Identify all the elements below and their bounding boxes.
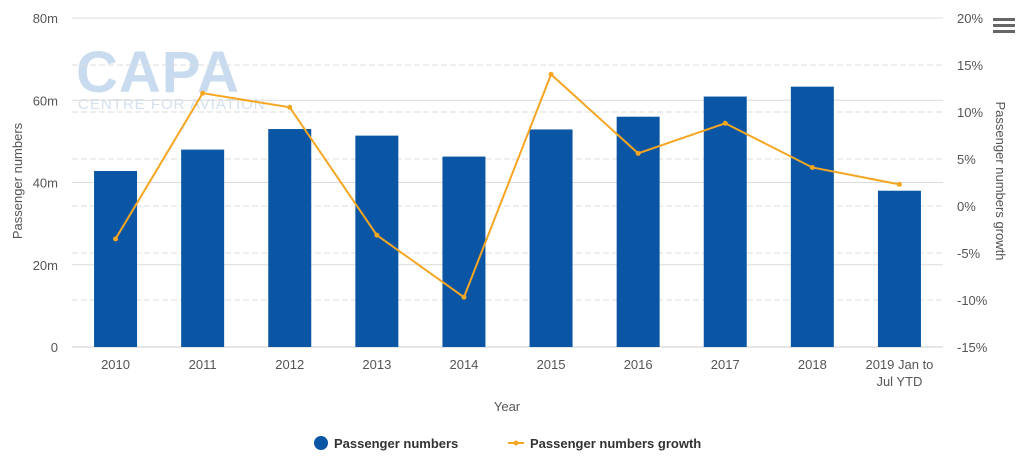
x-tick-label: 2016 [624, 357, 653, 372]
right-axis: -15% -10% -5% 0% 5% 10% 15% 20% [957, 11, 988, 355]
hamburger-menu-icon[interactable] [993, 18, 1015, 38]
left-axis: 0 20m 40m 60m 80m [33, 11, 58, 355]
bar [355, 135, 399, 347]
left-tick-label: 20m [33, 258, 58, 273]
right-tick-label: 15% [957, 58, 983, 73]
line-series [113, 71, 902, 300]
right-tick-label: -5% [957, 246, 981, 261]
x-tick-label: 2014 [449, 357, 478, 372]
x-tick-label: 2012 [275, 357, 304, 372]
x-axis: 2010 2011 2012 2013 2014 2015 2016 2017 2018 2019… [101, 357, 933, 389]
line-point [200, 90, 206, 96]
legend: Passenger numbers Passenger numbers grow… [314, 436, 701, 451]
menu-bar-middle [993, 24, 1015, 27]
x-tick-label: 2019 Jan to Jul YTD [865, 357, 933, 389]
line-point [461, 294, 467, 300]
bar [181, 149, 225, 347]
x-tick-label: 2017 [711, 357, 740, 372]
x-tick-label: 2010 [101, 357, 130, 372]
right-tick-label: 5% [957, 152, 976, 167]
legend-bar-label: Passenger numbers [334, 436, 458, 451]
legend-item-line[interactable]: Passenger numbers growth [508, 436, 701, 451]
x-tick-label: 2018 [798, 357, 827, 372]
menu-bar-bottom [993, 30, 1015, 33]
line-point [896, 181, 902, 187]
capa-watermark: CAPA CENTRE FOR AVIATION [76, 40, 265, 113]
bar [877, 190, 921, 347]
right-tick-label: -10% [957, 293, 988, 308]
left-tick-label: 0 [51, 340, 58, 355]
line-point [635, 150, 641, 156]
right-tick-label: 0% [957, 199, 976, 214]
left-tick-label: 40m [33, 176, 58, 191]
right-tick-label: -15% [957, 340, 988, 355]
x-tick-label-line: Jul YTD [876, 374, 922, 389]
growth-line [114, 72, 900, 299]
line-point [113, 236, 119, 242]
legend-line-label: Passenger numbers growth [530, 436, 701, 451]
menu-bar-top [993, 18, 1015, 21]
bar [703, 96, 747, 347]
legend-line-dot [513, 440, 519, 446]
line-point [287, 104, 293, 110]
right-tick-label: 20% [957, 11, 983, 26]
line-point [809, 164, 815, 170]
left-tick-label: 80m [33, 11, 58, 26]
x-tick-label: 2013 [362, 357, 391, 372]
x-tick-label-line: 2019 Jan to [865, 357, 933, 372]
left-tick-label: 60m [33, 93, 58, 108]
right-axis-title: Passenger numbers growth [993, 102, 1008, 261]
x-axis-title: Year [494, 399, 521, 414]
bar [529, 129, 573, 347]
bar [94, 170, 138, 347]
left-axis-title: Passenger numbers [10, 122, 25, 239]
x-tick-label: 2011 [189, 357, 217, 372]
bar [442, 156, 486, 347]
line-point [374, 232, 380, 238]
legend-bar-marker [314, 436, 328, 450]
x-tick-label: 2015 [537, 357, 566, 372]
bar [268, 129, 312, 347]
right-tick-label: 10% [957, 105, 983, 120]
line-point [722, 120, 728, 126]
bar-series [94, 86, 921, 348]
bar [790, 86, 834, 348]
legend-item-bars[interactable]: Passenger numbers [314, 436, 458, 451]
line-point [548, 71, 554, 77]
